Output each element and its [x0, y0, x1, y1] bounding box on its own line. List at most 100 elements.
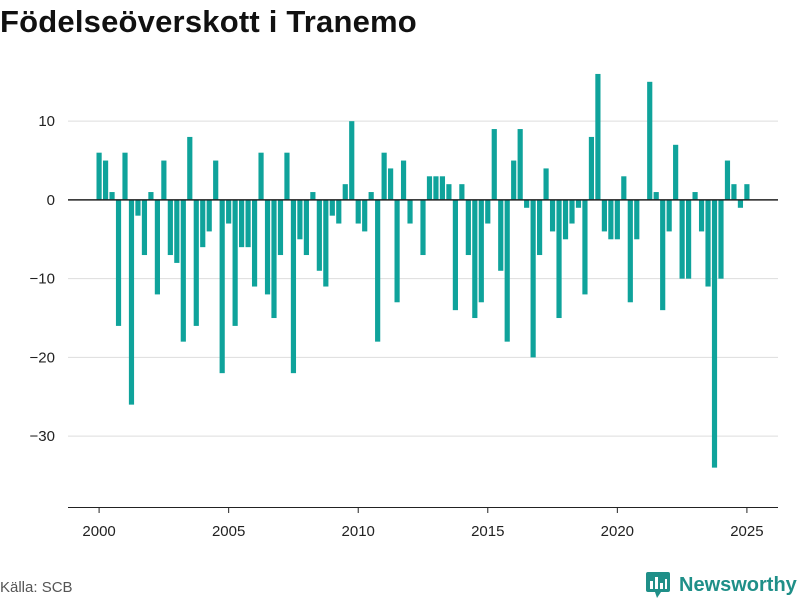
bar [673, 144, 679, 200]
bar [711, 199, 718, 468]
bar [135, 199, 141, 216]
bar [407, 199, 413, 224]
bar [232, 199, 238, 326]
bar [122, 152, 128, 200]
y-tick-label: −20 [30, 349, 55, 366]
bar [96, 152, 102, 200]
bar [426, 176, 433, 200]
bar [102, 160, 109, 200]
bar [666, 199, 672, 232]
bar [549, 199, 556, 232]
bar [608, 199, 614, 240]
bar [634, 199, 640, 240]
bar [251, 199, 258, 287]
bar [517, 129, 523, 200]
bar [180, 199, 186, 342]
bar [148, 192, 154, 200]
bar [388, 168, 394, 200]
bar [433, 176, 439, 200]
x-tick-label: 2025 [730, 523, 763, 540]
bar [206, 199, 212, 232]
bar [472, 199, 478, 319]
bar [154, 199, 160, 295]
bar [400, 160, 407, 200]
bar [342, 184, 348, 200]
y-tick-label: 10 [38, 113, 55, 130]
bar [446, 184, 452, 200]
y-tick-labels: 10 0 −10 −20 −30 [30, 113, 55, 445]
bar [595, 73, 601, 200]
bar [141, 199, 148, 256]
bar [277, 199, 284, 256]
bar [588, 136, 595, 200]
bar [511, 160, 517, 200]
bar [109, 192, 115, 200]
bar [524, 199, 530, 208]
bar [679, 199, 685, 279]
bar [582, 199, 588, 295]
bar [362, 199, 368, 232]
bar [329, 199, 335, 216]
bar [744, 184, 750, 200]
bar [355, 199, 361, 224]
bar [705, 199, 711, 287]
bar [452, 199, 458, 311]
bar [381, 152, 387, 200]
bar [562, 199, 569, 240]
bar [219, 199, 225, 374]
brand-logo[interactable]: Newsworthy [645, 571, 797, 599]
bar [724, 160, 731, 200]
x-tick-label: 2015 [471, 523, 504, 540]
y-tick-label: 0 [47, 192, 55, 209]
bar [290, 199, 297, 374]
source-label: Källa: SCB [0, 579, 73, 596]
bars [96, 73, 750, 468]
bar [718, 199, 724, 279]
bar [485, 199, 491, 224]
bar [187, 136, 193, 200]
bar [653, 192, 659, 200]
bar [621, 176, 627, 200]
bar [264, 199, 271, 295]
bar [375, 199, 381, 342]
bar [686, 199, 692, 279]
x-tick-labels: 2000 2005 2010 2015 2020 2025 [82, 523, 763, 540]
bar [660, 199, 666, 311]
bar [504, 199, 510, 342]
brand-name: Newsworthy [679, 573, 797, 596]
bar [478, 199, 484, 303]
chart-title: Födelseöverskott i Tranemo [0, 4, 417, 39]
bar [200, 199, 206, 248]
bar [692, 192, 698, 200]
x-tick-label: 2000 [82, 523, 115, 540]
bar [316, 199, 322, 271]
bar [284, 152, 290, 200]
bar [303, 199, 309, 256]
bar [698, 199, 705, 232]
bar [465, 199, 471, 256]
bar [323, 199, 329, 287]
bar [537, 199, 543, 256]
bar [737, 199, 744, 208]
y-tick-label: −10 [30, 271, 55, 288]
bar [310, 192, 316, 200]
bar [647, 81, 653, 200]
bar [530, 199, 536, 358]
bar [271, 199, 277, 319]
bar [491, 129, 497, 200]
bar [174, 199, 180, 263]
x-tick-label: 2020 [601, 523, 634, 540]
bar [349, 121, 355, 200]
bar [213, 160, 219, 200]
grid-lines [68, 120, 778, 437]
bar [394, 199, 400, 303]
bar [239, 199, 245, 248]
bar [368, 192, 374, 200]
newsworthy-logo-icon [646, 572, 670, 598]
x-tick-label: 2005 [212, 523, 245, 540]
bar [297, 199, 303, 240]
bar [575, 199, 582, 208]
bar [167, 199, 173, 256]
bar [420, 199, 426, 256]
